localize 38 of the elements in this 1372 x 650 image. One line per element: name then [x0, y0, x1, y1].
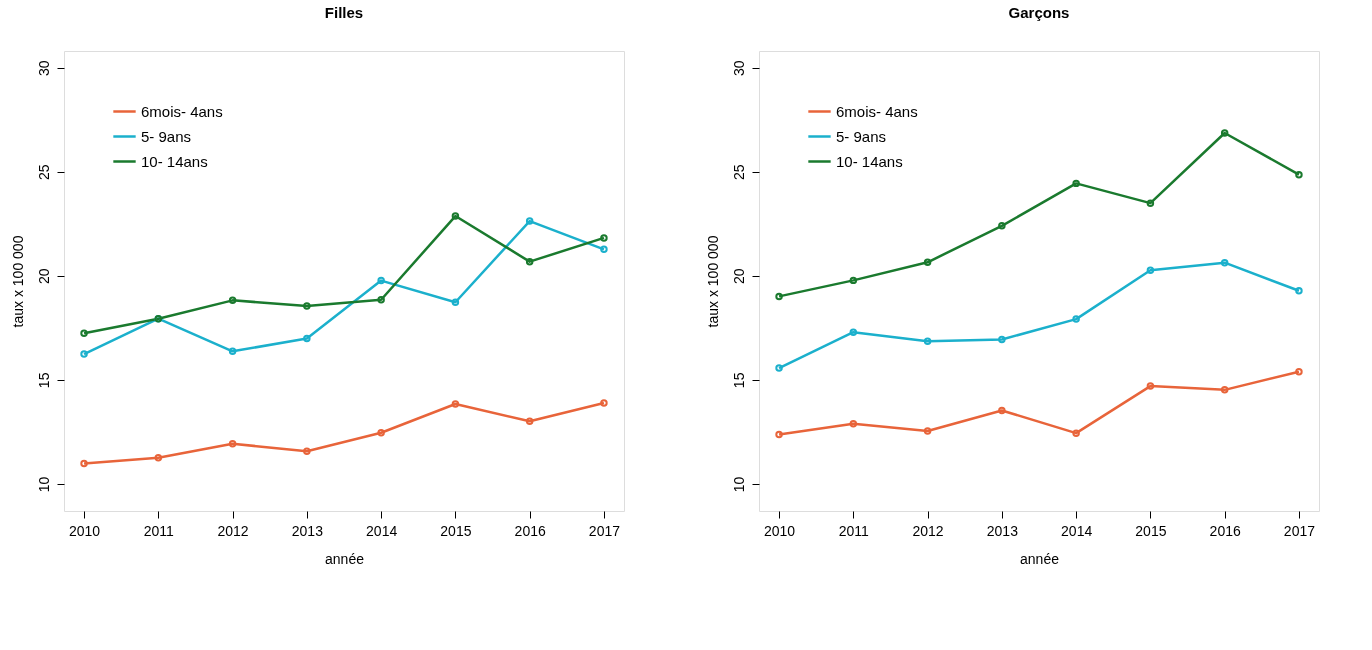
x-tick-label: 2017 [588, 522, 621, 539]
x-tick-label: 2011 [143, 522, 175, 539]
x-tick-label: 2010 [68, 522, 101, 539]
chart-title: Garçons [1008, 4, 1070, 21]
y-tick-label: 10 [730, 476, 747, 493]
y-tick-label: 20 [730, 268, 747, 285]
x-tick-label: 2015 [440, 522, 472, 539]
chart-title: Filles [324, 4, 364, 21]
x-tick-label: 2013 [291, 522, 324, 539]
x-tick-label: 2012 [217, 522, 249, 539]
x-axis-title: année [325, 550, 365, 567]
x-tick-label: 2013 [986, 522, 1019, 539]
legend-label: 5- 9ans [836, 127, 887, 145]
y-tick-label: 30 [730, 60, 747, 76]
x-axis-title: année [1020, 550, 1060, 567]
y-tick-label: 25 [730, 164, 747, 181]
x-tick-label: 2010 [763, 522, 796, 539]
y-tick-label: 15 [730, 372, 747, 389]
legend-label: 10- 14ans [141, 152, 208, 170]
x-tick-label: 2014 [1061, 522, 1093, 539]
x-tick-label: 2012 [912, 522, 944, 539]
y-tick-label: 10 [35, 476, 52, 493]
y-axis-title: taux x 100 000 [9, 235, 26, 328]
x-tick-label: 2016 [1209, 522, 1241, 539]
x-tick-label: 2011 [838, 522, 870, 539]
legend-label: 6mois- 4ans [836, 102, 918, 120]
y-axis-title: taux x 100 000 [704, 235, 721, 328]
legend-label: 10- 14ans [836, 152, 903, 170]
x-tick-label: 2017 [1283, 522, 1316, 539]
legend-label: 6mois- 4ans [141, 102, 223, 120]
y-tick-label: 20 [35, 268, 52, 285]
x-tick-label: 2014 [366, 522, 398, 539]
y-tick-label: 15 [35, 372, 52, 389]
legend-label: 5- 9ans [141, 127, 192, 145]
y-tick-label: 25 [35, 164, 52, 181]
y-tick-label: 30 [35, 60, 52, 76]
x-tick-label: 2016 [514, 522, 546, 539]
x-tick-label: 2015 [1135, 522, 1167, 539]
